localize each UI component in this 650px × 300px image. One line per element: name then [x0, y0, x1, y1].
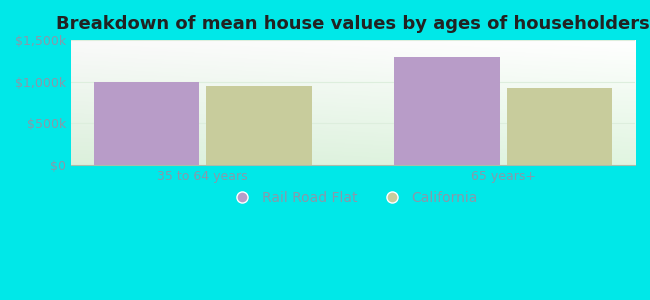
Bar: [206, 86, 311, 165]
Title: Breakdown of mean house values by ages of householders: Breakdown of mean house values by ages o…: [56, 15, 650, 33]
Bar: [395, 57, 500, 165]
Legend: Rail Road Flat, California: Rail Road Flat, California: [223, 185, 483, 210]
Bar: [94, 82, 199, 165]
Bar: [507, 88, 612, 165]
